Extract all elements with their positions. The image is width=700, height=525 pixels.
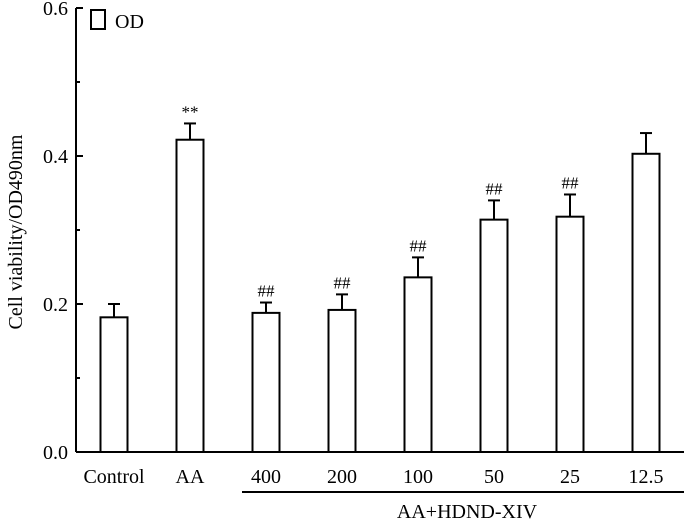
legend: OD bbox=[90, 9, 144, 33]
x-tick-label: 12.5 bbox=[629, 466, 664, 488]
significance-annotation: ## bbox=[334, 273, 352, 292]
legend-label: OD bbox=[115, 11, 144, 33]
y-tick-label: 0.0 bbox=[43, 442, 68, 464]
legend-swatch bbox=[90, 9, 106, 30]
bar bbox=[327, 308, 357, 454]
x-tick-label: 25 bbox=[560, 466, 580, 488]
y-axis-title: Cell viability/OD490nm bbox=[5, 134, 27, 329]
group-label: AA+HDND-XIV bbox=[397, 501, 538, 523]
bar bbox=[251, 311, 281, 453]
labels: 0.0 0.2 0.4 0.6 Control AA ** 400 ## 200 ## 100 ## 50… bbox=[43, 0, 664, 488]
significance-annotation: ## bbox=[486, 179, 504, 198]
bar bbox=[175, 138, 205, 453]
significance-annotation: ** bbox=[182, 102, 199, 121]
x-tick-label: 50 bbox=[484, 466, 504, 488]
axes bbox=[75, 7, 684, 453]
x-tick-label: Control bbox=[83, 466, 145, 488]
y-tick-label: 0.4 bbox=[43, 146, 68, 168]
bar bbox=[99, 316, 129, 453]
significance-annotation: ## bbox=[258, 282, 276, 301]
bar bbox=[631, 152, 661, 453]
y-tick-label: 0.2 bbox=[43, 294, 68, 316]
bar bbox=[403, 276, 433, 453]
bar bbox=[479, 218, 509, 453]
y-tick-label: 0.6 bbox=[43, 0, 68, 20]
significance-annotation: ## bbox=[562, 173, 580, 192]
bar bbox=[555, 215, 585, 453]
x-tick-label: AA bbox=[176, 466, 205, 488]
x-tick-label: 100 bbox=[403, 466, 433, 488]
significance-annotation: ## bbox=[410, 236, 428, 255]
x-tick-label: 200 bbox=[327, 466, 357, 488]
bars bbox=[99, 122, 661, 454]
x-tick-label: 400 bbox=[251, 466, 281, 488]
